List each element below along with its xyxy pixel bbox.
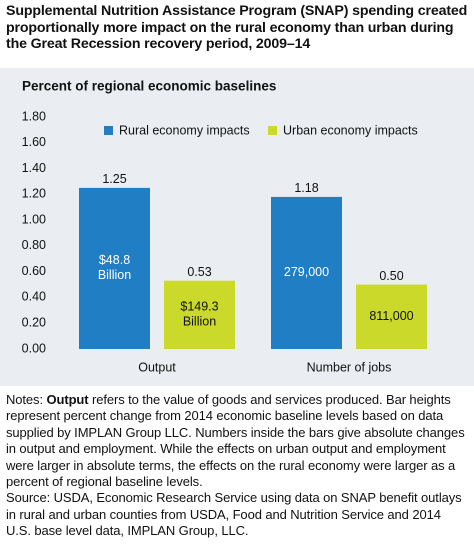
- legend-label: Rural economy impacts: [119, 123, 250, 137]
- bar-text: $48.8 Billion: [98, 253, 131, 282]
- y-tick-label: 1.00: [22, 212, 46, 226]
- value-label: 1.18: [294, 181, 318, 195]
- y-tick-label: 0.80: [22, 238, 46, 252]
- y-axis-label: Percent of regional economic baselines: [22, 79, 276, 94]
- bar: [271, 196, 342, 349]
- value-label: 0.53: [187, 265, 211, 279]
- bar-text-line: 279,000: [284, 265, 329, 279]
- chart: Percent of regional economic baselines 0…: [0, 68, 474, 386]
- y-tick-label: 1.80: [22, 109, 46, 123]
- notes-text: refers to the value of goods and service…: [6, 392, 465, 490]
- value-label: 1.25: [102, 172, 126, 186]
- y-tick-label: 0.40: [22, 290, 46, 304]
- bar-text-line: Billion: [183, 315, 216, 329]
- legend-label: Urban economy impacts: [283, 123, 418, 137]
- y-tick-label: 0.00: [22, 341, 46, 355]
- source: Source: USDA, Economic Research Service …: [6, 490, 462, 539]
- notes-label: Notes:: [6, 392, 43, 407]
- bar-text-line: Billion: [98, 268, 131, 282]
- bar-text: 279,000: [284, 265, 329, 279]
- legend-swatch: [268, 126, 277, 135]
- notes-bold: Output: [46, 392, 89, 407]
- bar-text-line: 811,000: [369, 309, 413, 323]
- chart-title: Supplemental Nutrition Assistance Progra…: [6, 3, 468, 52]
- y-tick-label: 1.40: [22, 161, 46, 175]
- bar-text: $149.3 Billion: [180, 300, 218, 329]
- y-tick-label: 1.20: [22, 187, 46, 201]
- y-tick-label: 0.60: [22, 264, 46, 278]
- bar: [164, 280, 235, 349]
- bar-text: 811,000: [369, 309, 413, 323]
- bar-text-line: $48.8: [99, 253, 130, 267]
- notes-paragraph: Notes: Output refers to the value of goo…: [6, 392, 468, 490]
- y-tick-label: 1.60: [22, 135, 46, 149]
- bar-text-line: $149.3: [180, 300, 218, 314]
- x-tick-label: Output: [138, 360, 176, 374]
- legend-swatch: [104, 126, 113, 135]
- bar: [356, 284, 427, 349]
- bar: [79, 187, 150, 349]
- value-label: 0.50: [379, 269, 403, 283]
- x-tick-label: Number of jobs: [307, 360, 392, 374]
- y-tick-label: 0.20: [22, 316, 46, 330]
- notes: Notes: Output refers to the value of goo…: [0, 386, 474, 540]
